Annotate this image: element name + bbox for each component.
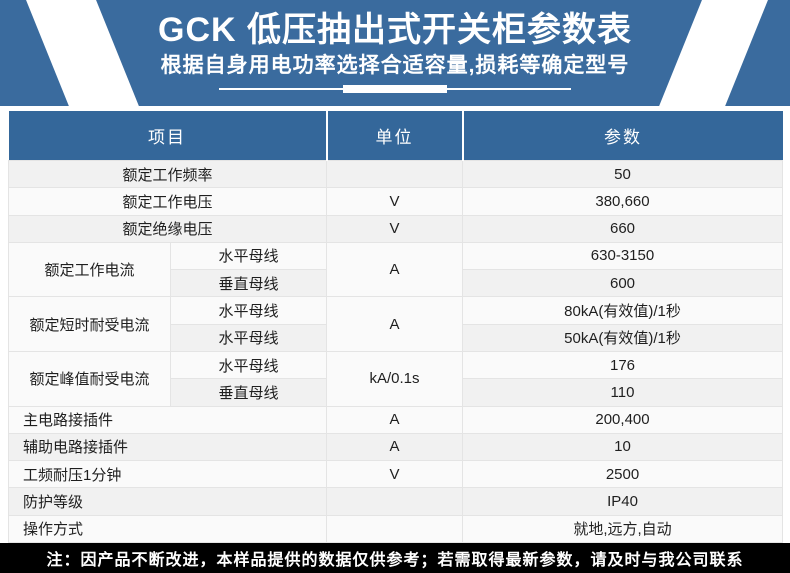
parameter-table-grid: 项目 单位 参数 额定工作频率 50 额定工作电压 V 380,660 额定绝缘电压 V 66… — [8, 111, 783, 544]
cell-value: 380,660 — [462, 187, 783, 216]
table-row: 额定绝缘电压 V 660 — [8, 214, 783, 243]
footer-note-bar: 注：因产品不断改进，本样品提供的数据仅供参考；若需取得最新参数，请及时与我公司联… — [0, 543, 790, 573]
cell-item: 额定工作电流 — [8, 241, 171, 298]
table-row: 主电路接插件 A 200,400 — [8, 405, 783, 434]
cell-sub: 水平母线 — [170, 296, 327, 325]
parameter-table: 项目 单位 参数 额定工作频率 50 额定工作电压 V 380,660 额定绝缘电压 V 66… — [8, 111, 783, 544]
column-header-item: 项目 — [8, 111, 328, 161]
cell-value: 200,400 — [462, 405, 783, 434]
table-header-row: 项目 单位 参数 — [8, 111, 783, 161]
cell-value: 10 — [462, 432, 783, 462]
cell-value: 80kA(有效值)/1秒 — [462, 296, 783, 325]
cell-unit — [326, 487, 463, 516]
cell-sub: 水平母线 — [170, 241, 327, 271]
table-row: 工频耐压1分钟 V 2500 — [8, 460, 783, 489]
cell-value: 2500 — [462, 460, 783, 489]
cell-unit: A — [326, 405, 463, 434]
table-row: 操作方式 就地,远方,自动 — [8, 514, 783, 544]
page-title: GCK 低压抽出式开关柜参数表 — [158, 11, 632, 49]
column-header-unit: 单位 — [326, 111, 464, 161]
cell-sub: 垂直母线 — [170, 378, 327, 407]
column-header-param: 参数 — [462, 111, 783, 161]
cell-unit: V — [326, 187, 463, 216]
table-row: 辅助电路接插件 A 10 — [8, 432, 783, 462]
cell-unit — [326, 159, 463, 189]
table-row: 额定工作电压 V 380,660 — [8, 187, 783, 216]
cell-unit: A — [326, 241, 463, 298]
title-divider — [219, 85, 571, 93]
table-row: 额定工作电流 水平母线 A 630-3150 — [8, 241, 783, 298]
table-row: 额定短时耐受电流 水平母线 A 80kA(有效值)/1秒 — [8, 296, 783, 352]
cell-value: 50 — [462, 159, 783, 189]
cell-value: 600 — [462, 269, 783, 298]
cell-item: 操作方式 — [8, 514, 327, 544]
cell-unit: kA/0.1s — [326, 350, 463, 407]
table-row: 额定工作频率 50 — [8, 159, 783, 189]
cell-unit: V — [326, 460, 463, 489]
cell-value: 就地,远方,自动 — [462, 514, 783, 544]
table-row: 防护等级 IP40 — [8, 487, 783, 516]
cell-unit — [326, 514, 463, 544]
cell-item: 额定绝缘电压 — [8, 214, 327, 243]
cell-unit: A — [326, 432, 463, 462]
cell-value: IP40 — [462, 487, 783, 516]
cell-item: 额定短时耐受电流 — [8, 296, 171, 352]
cell-sub: 垂直母线 — [170, 269, 327, 298]
cell-value: 630-3150 — [462, 241, 783, 271]
footer-note-text: 注：因产品不断改进，本样品提供的数据仅供参考；若需取得最新参数，请及时与我公司联… — [46, 552, 744, 569]
table-row: 额定峰值耐受电流 水平母线 kA/0.1s 176 — [8, 350, 783, 407]
cell-value: 110 — [462, 378, 783, 407]
page-subtitle: 根据自身用电功率选择合适容量,损耗等确定型号 — [160, 54, 630, 77]
cell-item: 主电路接插件 — [8, 405, 327, 434]
cell-item: 防护等级 — [8, 487, 327, 516]
cell-value: 50kA(有效值)/1秒 — [462, 323, 783, 352]
cell-item: 辅助电路接插件 — [8, 432, 327, 462]
cell-item: 额定工作电压 — [8, 187, 327, 216]
header-banner: GCK 低压抽出式开关柜参数表 根据自身用电功率选择合适容量,损耗等确定型号 — [0, 0, 790, 106]
cell-item: 工频耐压1分钟 — [8, 460, 327, 489]
cell-item: 额定工作频率 — [8, 159, 327, 189]
cell-item: 额定峰值耐受电流 — [8, 350, 171, 407]
title-divider-center — [343, 85, 447, 93]
cell-value: 176 — [462, 350, 783, 380]
cell-unit: V — [326, 214, 463, 243]
cell-value: 660 — [462, 214, 783, 243]
cell-sub: 水平母线 — [170, 350, 327, 380]
cell-unit: A — [326, 296, 463, 352]
cell-sub: 水平母线 — [170, 323, 327, 352]
